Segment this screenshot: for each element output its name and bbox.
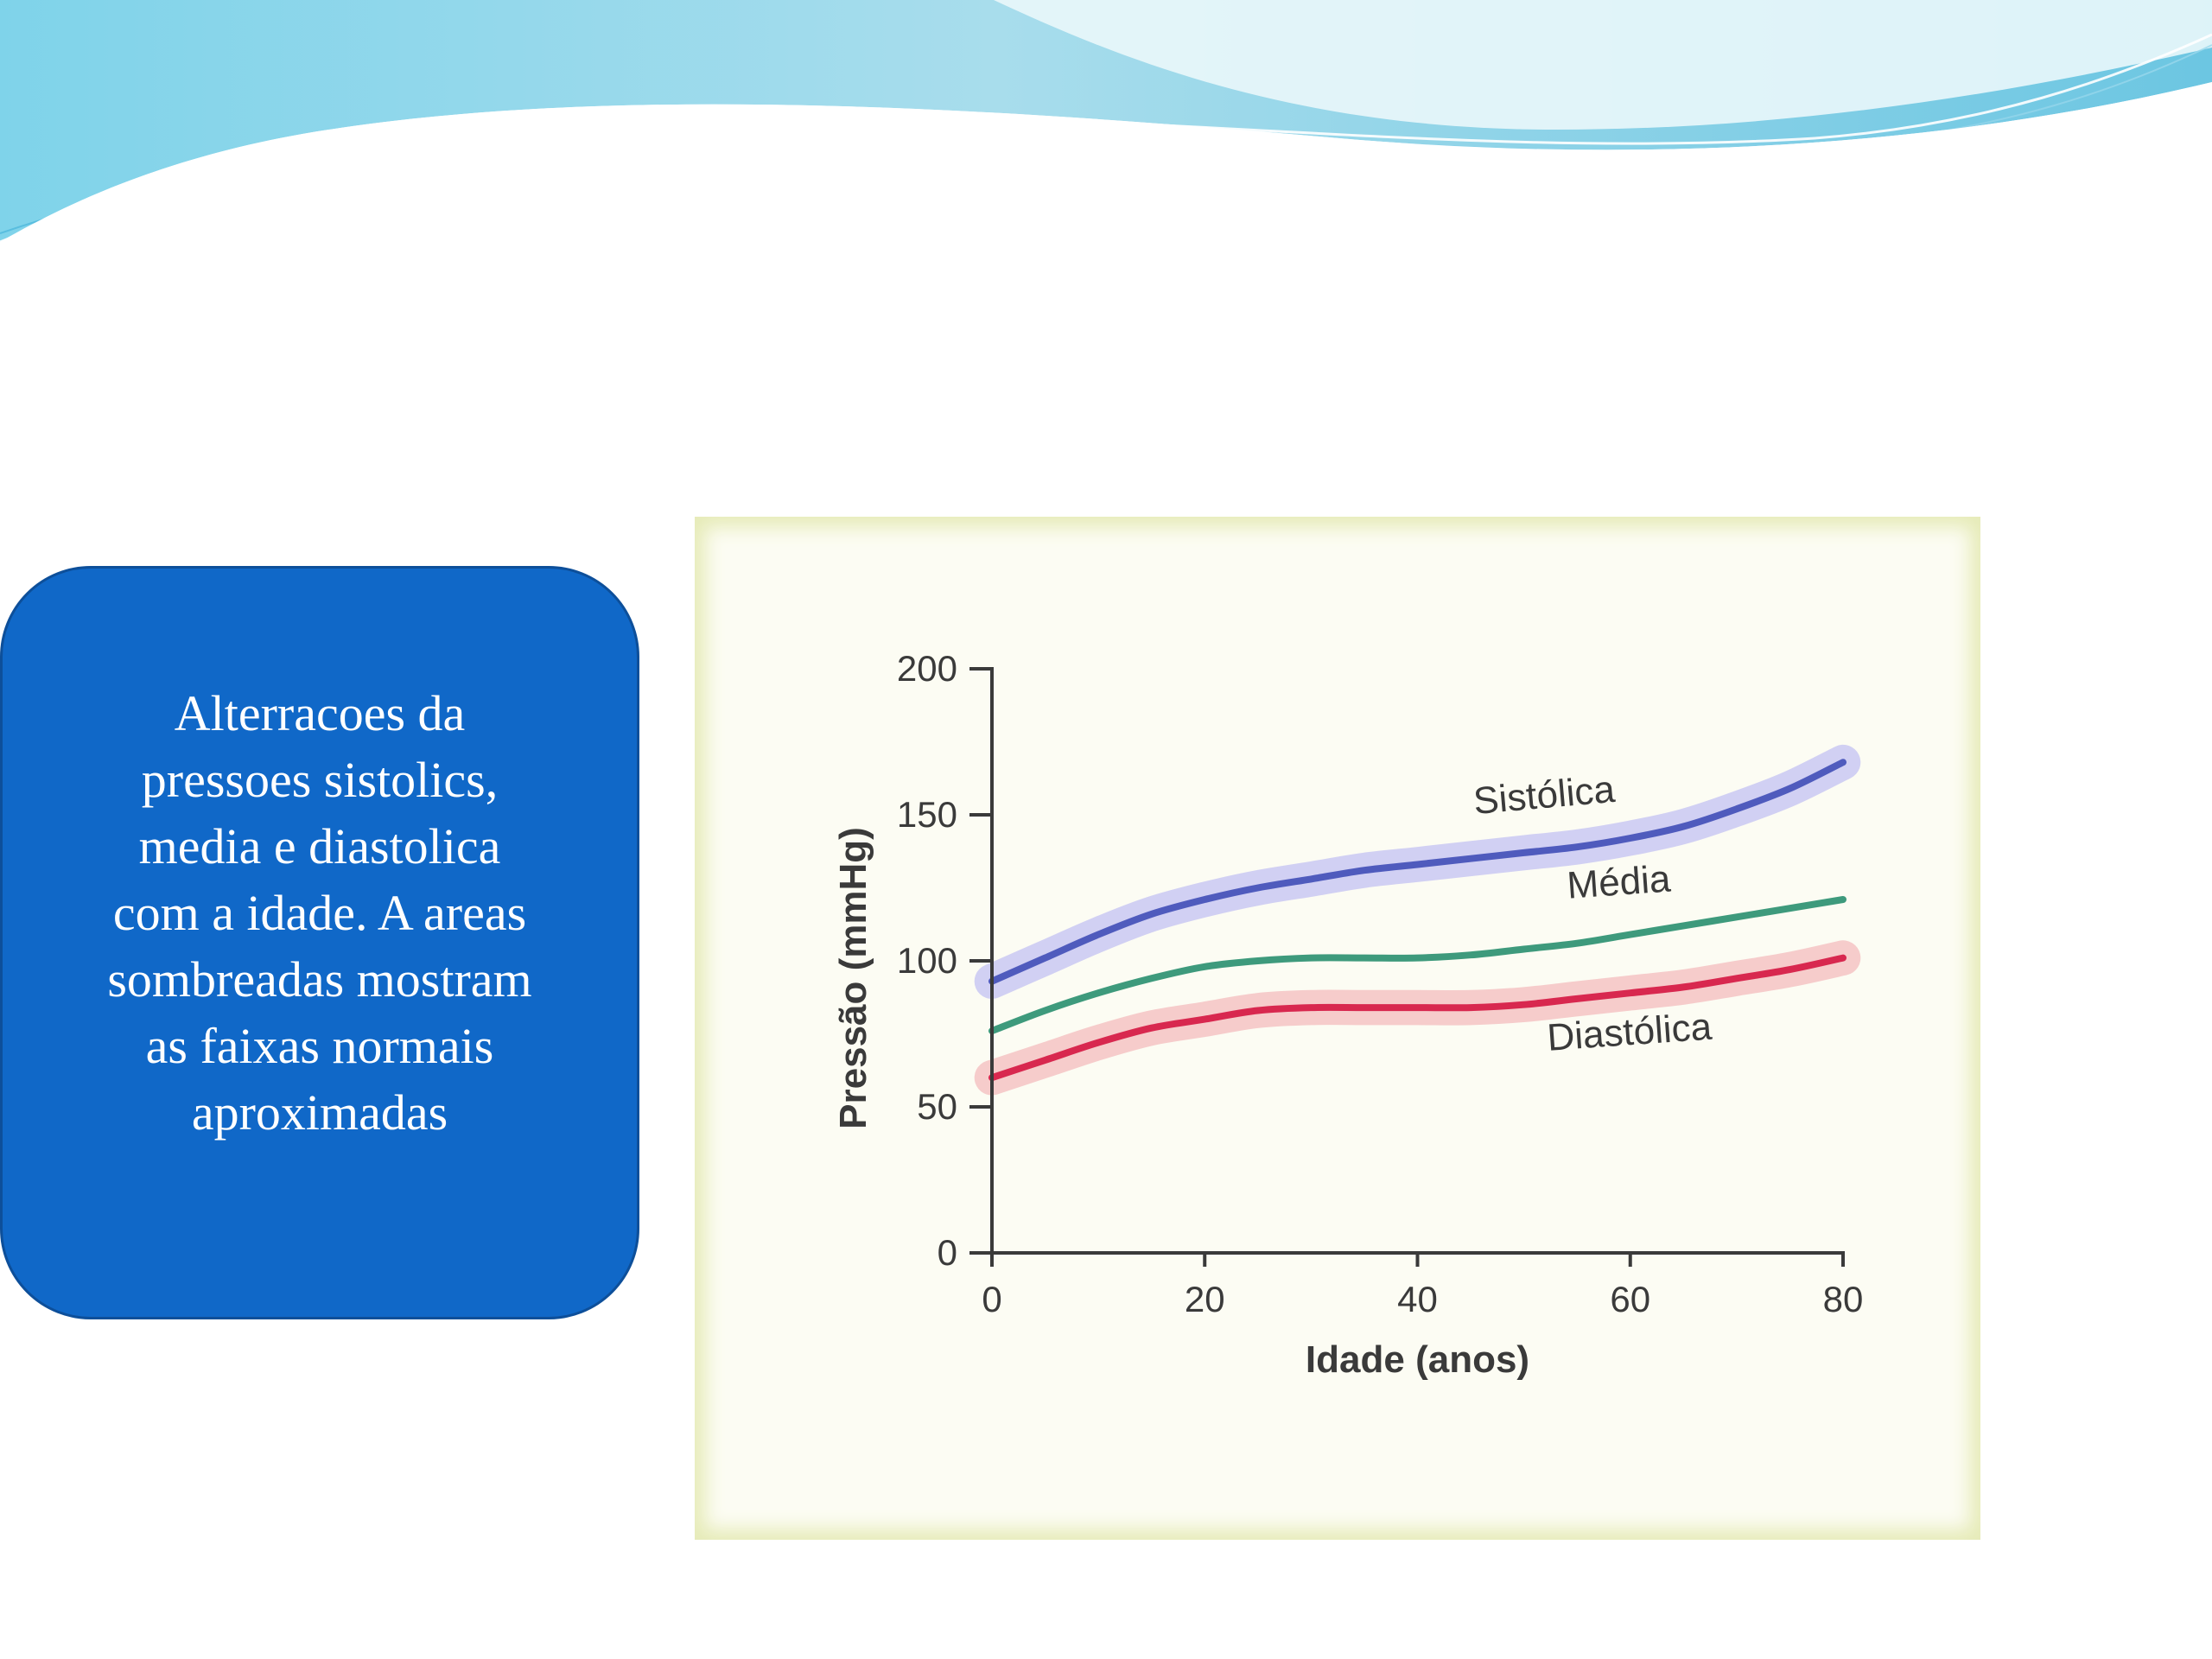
description-box: Alterracoes da pressoes sistolics, media… — [0, 566, 639, 1319]
series-label-media: Média — [1566, 857, 1672, 906]
x-tick-label-60: 60 — [1610, 1279, 1650, 1319]
axes: 0 50 100 150 200 0 20 40 60 80 Idade (anos) Pressão… — [832, 648, 1863, 1381]
y-tick-label-200: 200 — [897, 648, 957, 689]
band-sistolica — [974, 744, 1861, 999]
blood-pressure-chart: 0 50 100 150 200 0 20 40 60 80 Idade (anos) Pressão… — [832, 648, 1863, 1381]
line-diastolica — [988, 954, 1847, 1082]
chart-panel: 0 50 100 150 200 0 20 40 60 80 Idade (anos) Pressão… — [695, 517, 1980, 1540]
x-axis-label: Idade (anos) — [1306, 1338, 1529, 1381]
y-tick-label-0: 0 — [938, 1232, 957, 1273]
x-tick-label-80: 80 — [1823, 1279, 1864, 1319]
band-diastolica — [974, 940, 1861, 1096]
x-tick-label-0: 0 — [982, 1279, 1001, 1319]
y-axis-label: Pressão (mmHg) — [832, 827, 874, 1129]
y-tick-label-150: 150 — [897, 794, 957, 835]
header-wave-decoration — [0, 0, 2212, 259]
description-text: Alterracoes da pressoes sistolics, media… — [107, 684, 532, 1141]
x-tick-label-40: 40 — [1397, 1279, 1438, 1319]
y-tick-label-100: 100 — [897, 940, 957, 981]
line-media — [988, 896, 1847, 1035]
line-sistolica — [988, 759, 1847, 985]
x-tick-label-20: 20 — [1185, 1279, 1225, 1319]
series-lines — [988, 759, 1847, 1082]
series-label-sistolica: Sistólica — [1471, 768, 1617, 823]
y-tick-label-50: 50 — [917, 1086, 957, 1127]
